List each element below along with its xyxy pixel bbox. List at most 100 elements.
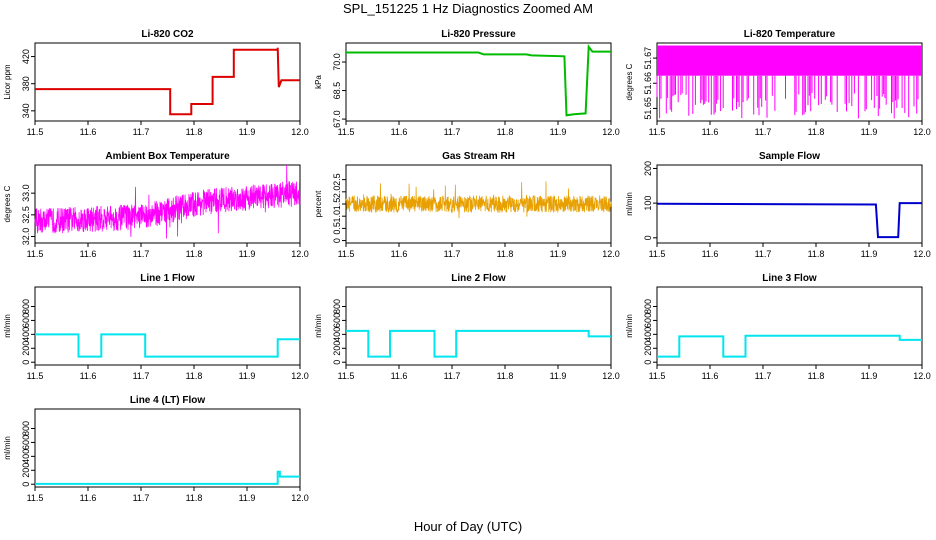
panel-title: Line 4 (LT) Flow [130, 395, 206, 406]
series-line [345, 181, 612, 219]
x-tick-label: 11.6 [391, 249, 408, 259]
y-tick-label: 420 [21, 49, 31, 64]
chart-panel: Li-820 Temperature 11.5 11.6 11.7 11.8 11.9 12… [625, 29, 931, 137]
x-tick-label: 11.6 [702, 371, 719, 381]
y-tick-label: 51.67 [643, 47, 653, 70]
x-tick-label: 11.7 [444, 127, 461, 137]
series-line [346, 44, 611, 117]
y-tick-label: 0 [332, 238, 342, 243]
y-tick-label: 32.0 [21, 228, 31, 246]
y-tick-label: 200 [643, 161, 653, 176]
x-tick-label: 11.8 [497, 249, 514, 259]
y-tick-label: 400 [21, 449, 31, 464]
x-tick-label: 11.8 [808, 249, 825, 259]
x-tick-label: 11.5 [27, 249, 44, 259]
x-tick-label: 12.0 [291, 249, 309, 259]
y-tick-label: 68.5 [332, 82, 342, 100]
x-tick-label: 11.6 [702, 127, 719, 137]
x-tick-label: 11.8 [186, 127, 203, 137]
y-tick-label: 800 [332, 299, 342, 314]
panel-title: Li-820 Temperature [744, 29, 836, 40]
x-tick-label: 11.8 [186, 249, 203, 259]
x-tick-label: 11.9 [861, 127, 878, 137]
x-tick-label: 11.5 [27, 371, 44, 381]
x-tick-label: 11.6 [80, 493, 97, 503]
y-tick-label: 600 [332, 313, 342, 328]
chart-panel: Ambient Box Temperature 11.5 11.6 11.7 11.8 1… [3, 151, 309, 259]
y-tick-label: 200 [21, 463, 31, 478]
panel-title: Line 3 Flow [762, 273, 817, 284]
x-tick-label: 11.8 [186, 371, 203, 381]
y-tick-label: 400 [643, 327, 653, 342]
panel-title: Li-820 Pressure [441, 29, 516, 40]
y-tick-label: 800 [643, 299, 653, 314]
x-tick-label: 12.0 [291, 127, 309, 137]
chart-panel: Line 1 Flow 11.5 11.6 11.7 11.8 11.9 12.0 0 2004… [3, 273, 309, 381]
x-tick-label: 11.7 [755, 371, 772, 381]
x-tick-label: 12.0 [913, 371, 931, 381]
series-line [35, 470, 300, 485]
panel-title: Line 1 Flow [140, 273, 195, 284]
panel-title: Sample Flow [759, 151, 820, 162]
panel-title: Line 2 Flow [451, 273, 506, 284]
y-tick-label: 600 [643, 313, 653, 328]
chart-panel: Gas Stream RH 11.5 11.6 11.7 11.8 11.9 12.0 0 0.… [314, 151, 620, 259]
x-tick-label: 12.0 [291, 493, 309, 503]
plot-frame [34, 408, 301, 488]
x-tick-label: 11.5 [649, 371, 666, 381]
y-tick-label: 67.0 [332, 110, 342, 128]
chart-panel: Li-820 CO2 11.5 11.6 11.7 11.8 11.9 12.0 340 380… [3, 29, 309, 137]
x-tick-label: 12.0 [913, 249, 931, 259]
y-tick-label: 400 [21, 327, 31, 342]
y-tick-label: 0 [643, 360, 653, 365]
x-tick-label: 11.5 [649, 249, 666, 259]
x-tick-label: 11.6 [702, 249, 719, 259]
x-tick-label: 11.7 [133, 249, 150, 259]
chart-panel: Sample Flow 11.5 11.6 11.7 11.8 11.9 12.0 0 100 2… [625, 151, 931, 259]
y-tick-label: 800 [21, 299, 31, 314]
x-tick-label: 11.5 [338, 371, 355, 381]
plot-frame [656, 286, 923, 366]
y-tick-label: 0 [21, 360, 31, 365]
x-tick-label: 11.9 [239, 127, 256, 137]
x-tick-label: 11.5 [338, 249, 355, 259]
y-tick-label: 0.5 [332, 222, 342, 235]
y-axis-label: ml/min [3, 314, 12, 338]
x-tick-label: 12.0 [602, 371, 620, 381]
chart-panel: Line 4 (LT) Flow 11.5 11.6 11.7 11.8 11.9 12.0… [3, 395, 309, 503]
y-axis-label: Licor ppm [3, 64, 12, 99]
y-tick-label: 200 [643, 341, 653, 356]
x-tick-label: 11.6 [391, 371, 408, 381]
figure-title: SPL_151225 1 Hz Diagnostics Zoomed AM [343, 1, 593, 16]
x-tick-label: 11.6 [80, 249, 97, 259]
plot-frame [345, 286, 612, 366]
x-tick-label: 11.9 [861, 371, 878, 381]
y-tick-label: 600 [21, 313, 31, 328]
x-tick-label: 11.8 [808, 371, 825, 381]
x-tick-label: 11.8 [497, 371, 514, 381]
y-tick-label: 51.65 [643, 97, 653, 120]
y-axis-label: degrees C [625, 63, 634, 100]
y-axis-label: degrees C [3, 185, 12, 222]
y-tick-label: 380 [21, 76, 31, 91]
x-tick-label: 11.7 [133, 493, 150, 503]
series-line [35, 47, 300, 116]
x-tick-label: 11.8 [497, 127, 514, 137]
x-tick-label: 11.9 [550, 249, 567, 259]
y-tick-label: 200 [21, 341, 31, 356]
y-tick-label: 32.5 [21, 206, 31, 224]
x-tick-label: 11.9 [239, 249, 256, 259]
x-tick-label: 11.7 [133, 127, 150, 137]
chart-panel: Line 3 Flow 11.5 11.6 11.7 11.8 11.9 12.0 0 2004… [625, 273, 931, 381]
y-tick-label: 200 [332, 341, 342, 356]
y-tick-label: 340 [21, 103, 31, 118]
panel-title: Ambient Box Temperature [105, 151, 230, 162]
plot-frame [34, 286, 301, 366]
x-tick-label: 11.7 [755, 127, 772, 137]
x-tick-label: 11.7 [755, 249, 772, 259]
y-tick-label: 0 [332, 360, 342, 365]
x-tick-label: 11.9 [550, 127, 567, 137]
x-tick-label: 11.7 [444, 371, 461, 381]
panels: Li-820 CO2 11.5 11.6 11.7 11.8 11.9 12.0 340 380… [3, 29, 931, 503]
